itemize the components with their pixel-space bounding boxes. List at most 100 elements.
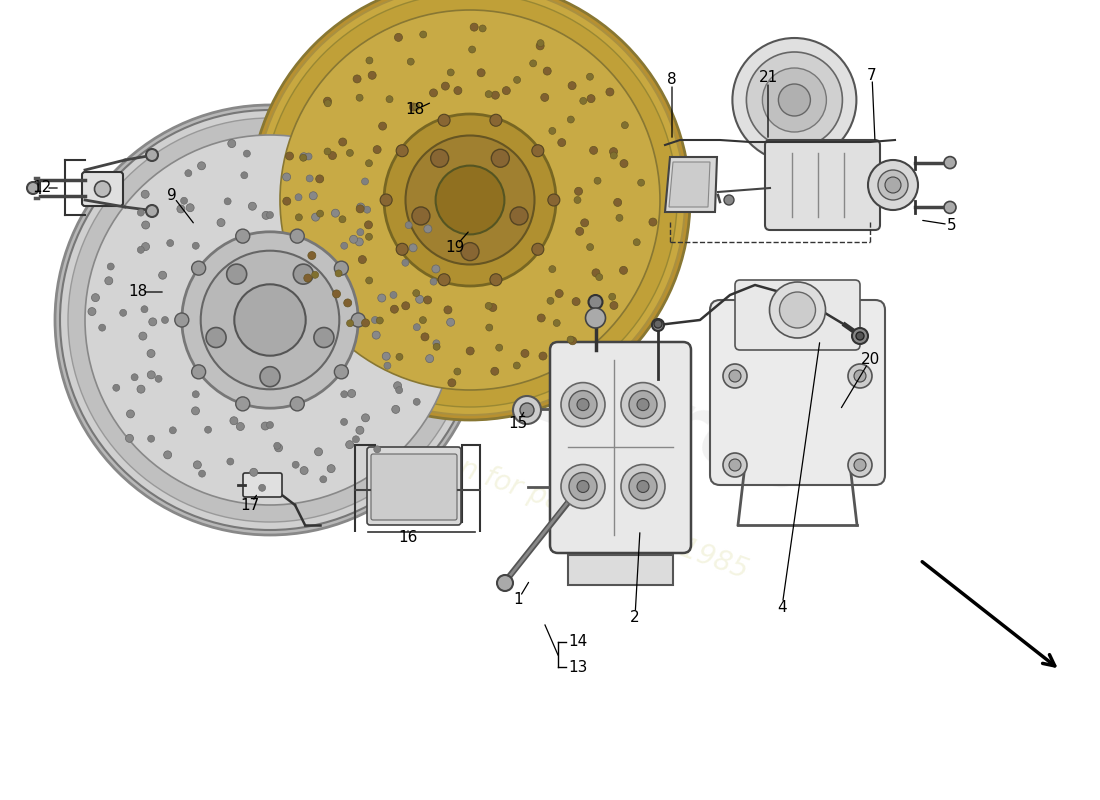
Circle shape (290, 397, 305, 411)
Circle shape (314, 327, 334, 347)
Circle shape (191, 365, 206, 379)
Circle shape (619, 266, 627, 274)
Circle shape (649, 218, 657, 226)
Circle shape (316, 175, 323, 183)
Circle shape (258, 484, 265, 491)
Circle shape (724, 195, 734, 205)
Circle shape (194, 461, 201, 469)
Circle shape (444, 306, 452, 314)
Circle shape (141, 190, 150, 198)
Circle shape (503, 86, 510, 94)
Polygon shape (568, 555, 673, 585)
Circle shape (283, 197, 290, 205)
Circle shape (485, 302, 492, 310)
Text: 7: 7 (867, 67, 877, 82)
Circle shape (407, 58, 415, 65)
Circle shape (723, 364, 747, 388)
Circle shape (447, 318, 454, 326)
Circle shape (317, 210, 323, 217)
Circle shape (621, 382, 665, 426)
Circle shape (585, 308, 605, 328)
Circle shape (236, 422, 244, 430)
Circle shape (944, 202, 956, 214)
Circle shape (654, 320, 662, 328)
Circle shape (260, 366, 280, 386)
Circle shape (228, 139, 235, 147)
Circle shape (412, 103, 420, 110)
Circle shape (175, 313, 189, 327)
Circle shape (461, 242, 478, 261)
Text: 18: 18 (406, 102, 425, 118)
Circle shape (355, 238, 363, 246)
Circle shape (848, 453, 872, 477)
Circle shape (142, 242, 150, 250)
Circle shape (368, 71, 376, 79)
Circle shape (406, 135, 535, 265)
Circle shape (616, 214, 623, 222)
Circle shape (192, 390, 199, 398)
Circle shape (125, 434, 133, 442)
Circle shape (396, 386, 403, 394)
Circle shape (441, 82, 450, 90)
Circle shape (496, 344, 503, 351)
Circle shape (569, 337, 576, 345)
Circle shape (548, 194, 560, 206)
Circle shape (294, 264, 313, 284)
Text: 21: 21 (758, 70, 778, 86)
Circle shape (341, 242, 348, 250)
Circle shape (95, 181, 110, 197)
Circle shape (147, 371, 155, 379)
Circle shape (426, 354, 433, 362)
Circle shape (637, 398, 649, 410)
Circle shape (614, 198, 622, 206)
Text: 19: 19 (446, 239, 464, 254)
Circle shape (351, 313, 365, 327)
Circle shape (305, 153, 312, 160)
Circle shape (243, 150, 251, 157)
Text: 15: 15 (508, 415, 528, 430)
Circle shape (341, 418, 348, 426)
Circle shape (606, 88, 614, 96)
Text: 20: 20 (860, 353, 880, 367)
Circle shape (854, 370, 866, 382)
Circle shape (198, 162, 206, 170)
Circle shape (365, 234, 373, 240)
Circle shape (779, 84, 811, 116)
Circle shape (364, 206, 371, 213)
Circle shape (587, 94, 595, 102)
Circle shape (324, 148, 331, 155)
Polygon shape (669, 162, 710, 207)
Circle shape (409, 244, 417, 252)
Circle shape (296, 214, 303, 221)
Circle shape (331, 209, 340, 217)
Circle shape (431, 150, 449, 167)
Circle shape (60, 110, 480, 530)
Text: 16: 16 (398, 530, 418, 546)
Circle shape (139, 332, 147, 340)
Circle shape (362, 178, 369, 185)
Circle shape (477, 69, 485, 77)
Circle shape (466, 347, 474, 355)
Circle shape (541, 94, 549, 102)
Circle shape (311, 271, 319, 278)
Circle shape (448, 69, 454, 76)
Circle shape (346, 150, 353, 157)
Circle shape (217, 218, 226, 226)
Circle shape (514, 76, 520, 83)
Text: 12: 12 (32, 181, 52, 195)
FancyBboxPatch shape (550, 342, 691, 553)
Circle shape (146, 149, 158, 161)
Circle shape (854, 459, 866, 471)
Circle shape (386, 96, 393, 102)
Circle shape (91, 294, 99, 302)
Circle shape (568, 82, 576, 90)
Circle shape (574, 197, 581, 203)
Circle shape (592, 269, 600, 277)
Circle shape (390, 306, 398, 314)
Circle shape (334, 365, 349, 379)
Circle shape (586, 243, 594, 250)
Circle shape (227, 458, 234, 465)
Circle shape (596, 274, 603, 281)
Text: 8: 8 (668, 73, 676, 87)
Circle shape (556, 290, 563, 298)
